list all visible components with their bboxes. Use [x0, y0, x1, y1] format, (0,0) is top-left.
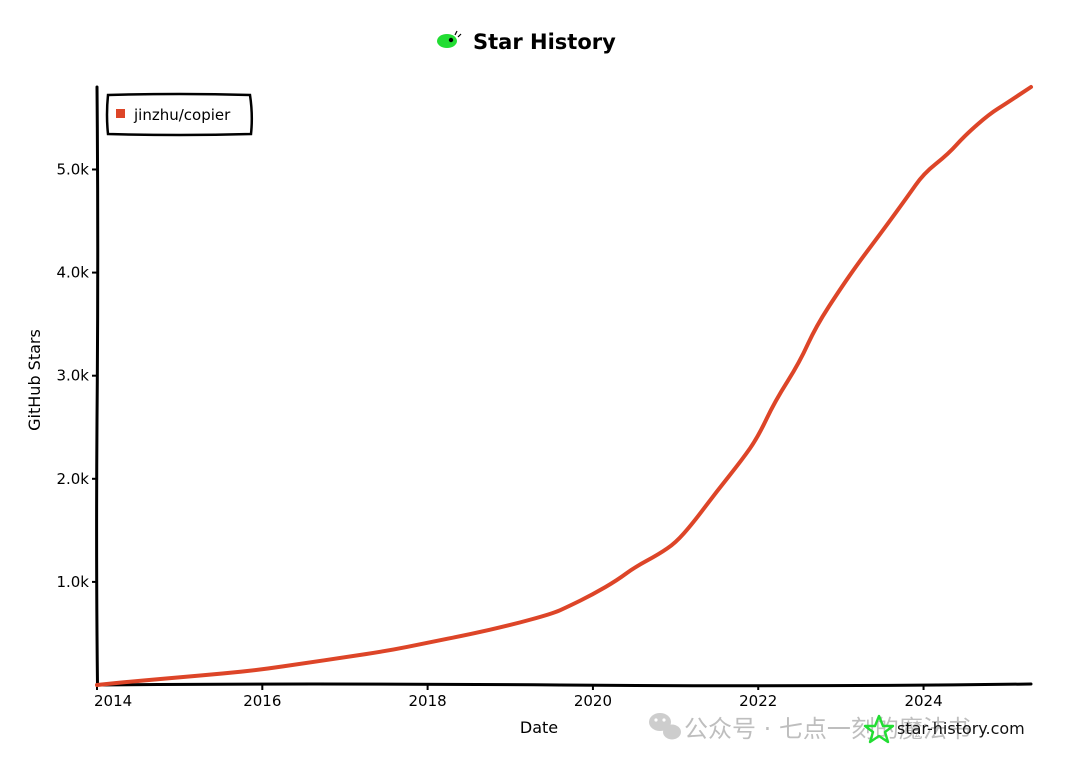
legend: jinzhu/copier [105, 92, 254, 137]
data-point [988, 113, 991, 115]
legend-swatch [116, 109, 125, 118]
data-point [798, 361, 801, 364]
data-point [906, 196, 908, 199]
data-point [385, 650, 388, 652]
data-point [426, 641, 429, 644]
x-tick-label: 2014 [94, 692, 132, 710]
data-point [220, 672, 222, 675]
x-axis-label: Date [520, 718, 558, 737]
data-point [592, 593, 594, 596]
data-point [178, 676, 181, 679]
x-tick-label: 2022 [739, 692, 777, 710]
x-axis-line [95, 682, 1033, 688]
series-group [95, 85, 1033, 687]
data-point [96, 684, 98, 686]
data-point [567, 605, 569, 608]
data-point [774, 400, 776, 403]
data-point [740, 459, 743, 462]
data-point [550, 613, 553, 615]
chart-title: Star History [473, 30, 616, 54]
data-point [302, 662, 305, 665]
data-point [509, 624, 512, 626]
data-point [840, 287, 842, 289]
x-tick-label: 2016 [243, 692, 281, 710]
axes [95, 85, 1033, 688]
x-tick-label: 2020 [574, 692, 612, 710]
y-axis-line [95, 85, 100, 687]
star-history-logo-icon [437, 30, 462, 48]
data-point [137, 680, 140, 682]
wechat-watermark: 公众号 · 七点一刻的魔法书 [649, 713, 971, 743]
legend-label: jinzhu/copier [133, 106, 231, 124]
x-tick-label: 2024 [904, 692, 942, 710]
data-point [964, 134, 966, 137]
y-axis-ticks: 1.0k 2.0k 3.0k 4.0k 5.0k [56, 160, 97, 591]
y-tick-label: 2.0k [56, 470, 89, 488]
data-point [674, 541, 677, 544]
wechat-icon [649, 713, 681, 740]
star-logo-icon [863, 714, 895, 744]
data-point [757, 435, 759, 438]
x-axis-ticks: 2014 2016 2018 2020 2022 2024 [94, 685, 943, 710]
data-point [1030, 86, 1032, 88]
wechat-account-text: 公众号 · 七点一刻的魔法书 [684, 715, 971, 743]
site-watermark: star-history.com [863, 714, 1025, 744]
x-tick-label: 2018 [409, 692, 447, 710]
series-line-0 [95, 85, 1033, 687]
site-watermark-text: star-history.com [897, 719, 1025, 738]
data-point [947, 153, 950, 155]
data-point [468, 633, 470, 636]
data-point [856, 263, 859, 266]
data-point [881, 230, 883, 233]
data-point [261, 668, 264, 671]
chart-title-group: Star History [437, 30, 616, 54]
y-tick-label: 3.0k [56, 367, 89, 385]
y-axis-label: GitHub Stars [25, 329, 44, 431]
data-point [658, 553, 660, 555]
data-point [716, 490, 718, 493]
data-point [922, 172, 925, 175]
data-point [815, 325, 817, 328]
data-point [691, 523, 693, 525]
data-point [633, 566, 636, 569]
y-tick-label: 4.0k [56, 264, 89, 282]
y-tick-label: 5.0k [56, 160, 89, 178]
data-point [344, 656, 346, 658]
data-point [1005, 102, 1007, 105]
data-point [616, 579, 619, 581]
legend-box [105, 92, 254, 137]
y-tick-label: 1.0k [56, 573, 89, 591]
